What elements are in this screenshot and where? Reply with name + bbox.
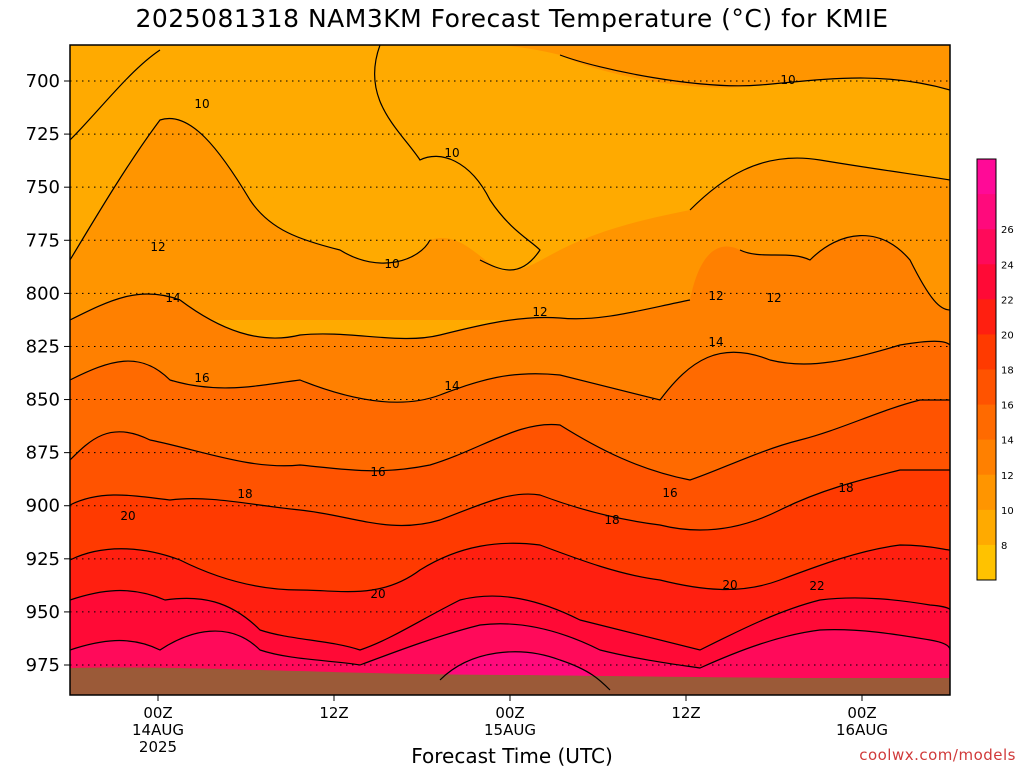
contour-label-14-8: 14 xyxy=(165,291,180,305)
colorbar-swatch-3 xyxy=(977,264,996,300)
x-tick-label-2-1: 15AUG xyxy=(484,721,536,739)
temperature-field xyxy=(70,45,950,695)
x-tick-label-0-1: 14AUG xyxy=(132,721,184,739)
contour-label-16-12: 16 xyxy=(370,465,385,479)
contour-label-18-15: 18 xyxy=(604,513,619,527)
colorbar-swatch-11 xyxy=(977,544,996,581)
colorbar-swatch-6 xyxy=(977,369,996,406)
colorbar-swatch-1 xyxy=(977,194,996,230)
y-tick-label-850: 850 xyxy=(26,390,60,411)
gridlines xyxy=(70,80,950,666)
contour-label-10-2: 10 xyxy=(384,257,399,271)
colorbar-swatch-7 xyxy=(977,404,996,441)
colorbar-label-20: 20 xyxy=(1001,330,1014,341)
contour-label-20-19: 20 xyxy=(722,578,737,592)
contour-label-20-18: 20 xyxy=(370,587,385,601)
colorbar-swatch-8 xyxy=(977,439,996,476)
colorbar-swatch-0 xyxy=(977,159,996,195)
colorbar-swatch-4 xyxy=(977,299,996,335)
contour-label-12-4: 12 xyxy=(150,240,165,254)
contour-label-14-10: 14 xyxy=(708,335,723,349)
x-tick-label-1-0: 12Z xyxy=(319,704,348,722)
band-10 xyxy=(380,45,950,90)
x-tick-label-0-2: 2025 xyxy=(139,738,177,756)
contour-label-18-16: 18 xyxy=(838,481,853,495)
x-tick-label-2-0: 00Z xyxy=(495,704,524,722)
y-tick-label-875: 875 xyxy=(26,443,60,464)
colorbar: 8 10 12 14 16 18 20 22 24 26 xyxy=(976,158,1014,581)
colorbar-swatch-5 xyxy=(977,334,996,370)
band-10-pocket xyxy=(70,45,950,271)
y-tick-label-950: 950 xyxy=(26,602,60,623)
y-tick-label-750: 750 xyxy=(26,177,60,198)
contour-label-10-0: 10 xyxy=(194,97,209,111)
y-tick-label-825: 825 xyxy=(26,336,60,357)
contour-label-10-1: 10 xyxy=(444,146,459,160)
y-tick-label-775: 775 xyxy=(26,230,60,251)
colorbar-label-18: 18 xyxy=(1001,366,1014,377)
contour-label-12-5: 12 xyxy=(532,305,547,319)
colorbar-swatch-2 xyxy=(977,229,996,265)
contour-label-16-13: 16 xyxy=(662,486,677,500)
colorbar-label-22: 22 xyxy=(1001,295,1014,306)
colorbar-label-8: 8 xyxy=(1001,541,1007,552)
y-axis: 700 725 750 775 800 825 850 875 900 925 950 975 xyxy=(26,71,70,676)
contour-label-20-17: 20 xyxy=(120,509,135,523)
y-tick-label-925: 925 xyxy=(26,549,60,570)
y-tick-label-700: 700 xyxy=(26,71,60,92)
colorbar-label-26: 26 xyxy=(1001,225,1014,236)
y-tick-label-900: 900 xyxy=(26,496,60,517)
colorbar-swatch-9 xyxy=(977,474,996,511)
y-tick-label-800: 800 xyxy=(26,283,60,304)
y-tick-label-725: 725 xyxy=(26,124,60,145)
contour-label-14-9: 14 xyxy=(444,379,459,393)
colorbar-label-12: 12 xyxy=(1001,471,1014,482)
x-tick-label-0-0: 00Z xyxy=(143,704,172,722)
x-axis-label: Forecast Time (UTC) xyxy=(411,744,613,768)
colorbar-label-24: 24 xyxy=(1001,260,1014,271)
colorbar-label-16: 16 xyxy=(1001,401,1014,412)
chart-title: 2025081318 NAM3KM Forecast Temperature (… xyxy=(135,4,889,33)
contour-label-16-11: 16 xyxy=(194,371,209,385)
x-tick-label-4-1: 16AUG xyxy=(836,721,888,739)
y-tick-label-975: 975 xyxy=(26,655,60,676)
x-tick-label-3-0: 12Z xyxy=(671,704,700,722)
colorbar-frame xyxy=(976,158,997,581)
colorbar-swatch-10 xyxy=(977,509,996,546)
contour-label-10-3: 10 xyxy=(780,73,795,87)
contour-label-12-7: 12 xyxy=(766,291,781,305)
contour-labels: 10 10 10 10 12 12 12 12 14 14 14 16 16 16 18 18 18 20 20 20… xyxy=(120,73,853,601)
x-tick-label-4-0: 00Z xyxy=(847,704,876,722)
contour-lines xyxy=(70,45,950,691)
colorbar-label-14: 14 xyxy=(1001,436,1014,447)
colorbar-label-10: 10 xyxy=(1001,506,1014,517)
contour-label-22-20: 22 xyxy=(809,579,824,593)
watermark: coolwx.com/models xyxy=(859,746,1016,764)
contour-label-18-14: 18 xyxy=(237,487,252,501)
ground xyxy=(70,667,950,695)
contour-label-12-6: 12 xyxy=(708,289,723,303)
